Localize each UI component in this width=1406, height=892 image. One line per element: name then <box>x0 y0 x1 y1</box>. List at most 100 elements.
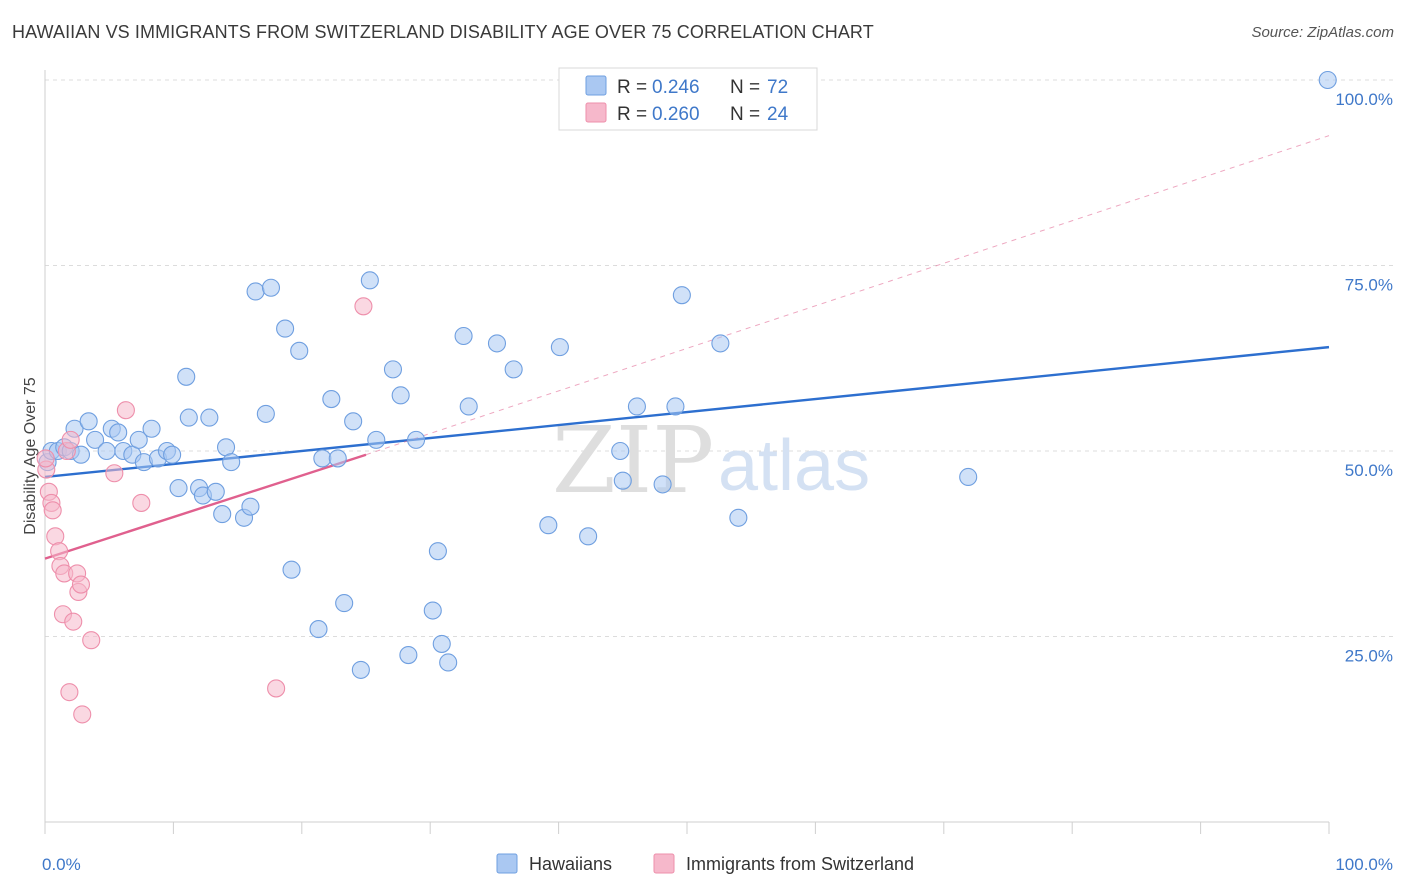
bottom-legend: Hawaiians Immigrants from Switzerland <box>496 853 914 874</box>
point-hawaiians <box>290 341 309 360</box>
point-hawaiians <box>1318 70 1337 90</box>
point-hawaiians <box>169 479 188 498</box>
point-hawaiians <box>179 408 198 427</box>
point-hawaiians <box>256 404 275 423</box>
point-switzerland <box>36 449 55 468</box>
point-hawaiians <box>200 408 219 427</box>
watermark: ZIP atlas <box>552 407 870 514</box>
point-switzerland <box>105 464 124 483</box>
legend-r-label-hawaiians: R = <box>617 77 647 98</box>
point-hawaiians <box>407 430 426 449</box>
trend-extension-1 <box>365 135 1330 456</box>
point-hawaiians <box>487 334 507 353</box>
point-hawaiians <box>351 660 370 679</box>
y-tick-label: 100.0% <box>1335 90 1393 109</box>
point-hawaiians <box>423 601 442 620</box>
point-hawaiians <box>129 430 148 449</box>
point-hawaiians <box>383 360 403 379</box>
point-hawaiians <box>335 594 354 613</box>
point-hawaiians <box>391 386 410 405</box>
point-hawaiians <box>504 360 523 379</box>
point-hawaiians <box>328 449 347 468</box>
watermark-zip: ZIP <box>552 407 714 514</box>
bottom-legend-switzerland: Immigrants from Switzerland <box>686 854 914 874</box>
point-switzerland <box>60 683 79 702</box>
legend-swatch-switzerland <box>585 102 607 123</box>
y-tick-labels: 100.0% 75.0% 50.0% 25.0% <box>1335 90 1393 666</box>
point-hawaiians <box>241 497 260 516</box>
point-hawaiians <box>539 516 558 535</box>
point-hawaiians <box>206 482 225 501</box>
point-hawaiians <box>672 286 691 305</box>
point-hawaiians <box>309 620 328 639</box>
point-hawaiians <box>729 508 748 527</box>
point-hawaiians <box>222 453 241 472</box>
x-tick-label-start: 0.0% <box>42 855 81 874</box>
point-switzerland <box>267 679 286 698</box>
legend-n-value-switzerland: 24 <box>767 104 789 125</box>
point-switzerland <box>43 501 62 520</box>
point-switzerland <box>64 612 83 631</box>
point-hawaiians <box>109 423 128 442</box>
trend-line-0 <box>44 345 1330 479</box>
bottom-legend-swatch-switzerland <box>653 853 675 874</box>
grid-lines <box>45 79 1395 637</box>
point-switzerland <box>46 527 65 546</box>
point-hawaiians <box>79 412 98 431</box>
point-hawaiians <box>142 419 161 438</box>
point-hawaiians <box>550 338 569 357</box>
point-hawaiians <box>432 634 451 653</box>
point-hawaiians <box>711 334 730 353</box>
point-hawaiians <box>322 390 341 409</box>
point-hawaiians <box>611 441 630 461</box>
source-label: Source: ZipAtlas.com <box>1251 24 1394 41</box>
legend-n-label-hawaiians: N = <box>730 77 760 98</box>
point-switzerland <box>61 430 80 449</box>
legend-swatch-hawaiians <box>585 75 607 96</box>
point-hawaiians <box>399 645 418 665</box>
chart-title: HAWAIIAN VS IMMIGRANTS FROM SWITZERLAND … <box>12 22 874 42</box>
point-hawaiians <box>367 430 386 449</box>
legend-n-value-hawaiians: 72 <box>767 77 788 98</box>
legend-r-label-switzerland: R = <box>617 104 647 125</box>
y-tick-label: 50.0% <box>1345 461 1393 480</box>
point-hawaiians <box>344 412 363 431</box>
point-hawaiians <box>666 397 685 416</box>
point-switzerland <box>116 401 135 420</box>
point-hawaiians <box>428 542 447 561</box>
point-hawaiians <box>177 367 196 386</box>
point-hawaiians <box>86 430 105 449</box>
bottom-legend-swatch-hawaiians <box>496 853 518 874</box>
point-switzerland <box>73 705 92 724</box>
point-hawaiians <box>97 441 116 461</box>
point-hawaiians <box>959 467 978 487</box>
point-switzerland <box>71 575 91 594</box>
legend-r-value-switzerland: 0.260 <box>652 104 700 125</box>
legend-n-label-switzerland: N = <box>730 104 760 125</box>
point-hawaiians <box>613 471 632 490</box>
point-switzerland <box>354 297 373 316</box>
point-hawaiians <box>261 278 281 297</box>
y-tick-label: 75.0% <box>1345 276 1393 295</box>
x-tick-label-end: 100.0% <box>1335 855 1393 874</box>
point-hawaiians <box>276 319 295 338</box>
point-switzerland <box>82 631 101 650</box>
point-hawaiians <box>627 397 646 416</box>
point-hawaiians <box>213 505 232 524</box>
y-tick-label: 25.0% <box>1345 647 1393 666</box>
point-hawaiians <box>439 653 458 672</box>
legend: R = 0.246 N = 72 R = 0.260 N = 24 <box>558 67 818 131</box>
trend-lines <box>44 135 1330 560</box>
point-hawaiians <box>282 560 301 579</box>
point-switzerland <box>132 493 151 512</box>
point-hawaiians <box>313 449 332 468</box>
point-hawaiians <box>653 475 672 494</box>
point-hawaiians <box>454 326 473 346</box>
point-hawaiians <box>360 271 379 290</box>
point-hawaiians <box>459 397 478 416</box>
y-axis-title: Disability Age Over 75 <box>22 377 39 535</box>
bottom-legend-hawaiians: Hawaiians <box>529 854 612 874</box>
point-hawaiians <box>246 282 265 301</box>
x-tick-labels: 0.0% 100.0% <box>42 855 1393 874</box>
